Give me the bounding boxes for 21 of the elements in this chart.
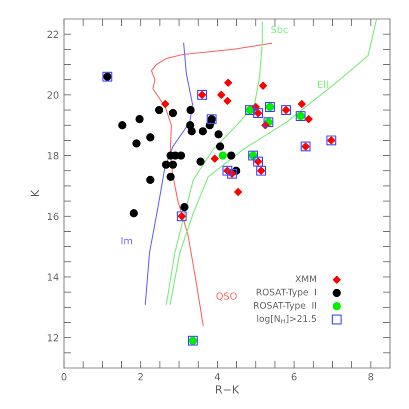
y-tick-label: 18 xyxy=(48,152,58,160)
y-tick-label: 14 xyxy=(48,274,59,281)
y-tick-label: 20 xyxy=(47,91,58,99)
series-label: Im xyxy=(121,237,132,244)
x-axis-title: R−K xyxy=(216,385,240,394)
x-tick-label: 6 xyxy=(292,373,297,380)
series-label: QSO xyxy=(216,292,237,301)
series-label: Ell xyxy=(318,80,328,88)
y-tick-label: 16 xyxy=(48,212,59,220)
y-tick-label: 22 xyxy=(47,30,58,38)
x-tick-label: 0 xyxy=(62,373,66,380)
legend-label: log[N$_{H}$]>21.5 xyxy=(257,315,316,324)
legend-label: ROSAT-Type II xyxy=(254,302,316,310)
x-tick-label: 8 xyxy=(368,373,374,380)
y-tick-label: 12 xyxy=(48,334,58,342)
x-tick-label: 4 xyxy=(214,373,220,380)
y-axis-title: K xyxy=(30,190,39,196)
x-tick-label: 2 xyxy=(138,373,143,380)
series-label: Sbc xyxy=(271,26,288,34)
legend-label: XMM xyxy=(295,276,316,282)
legend-label: ROSAT-Type I xyxy=(256,288,316,298)
